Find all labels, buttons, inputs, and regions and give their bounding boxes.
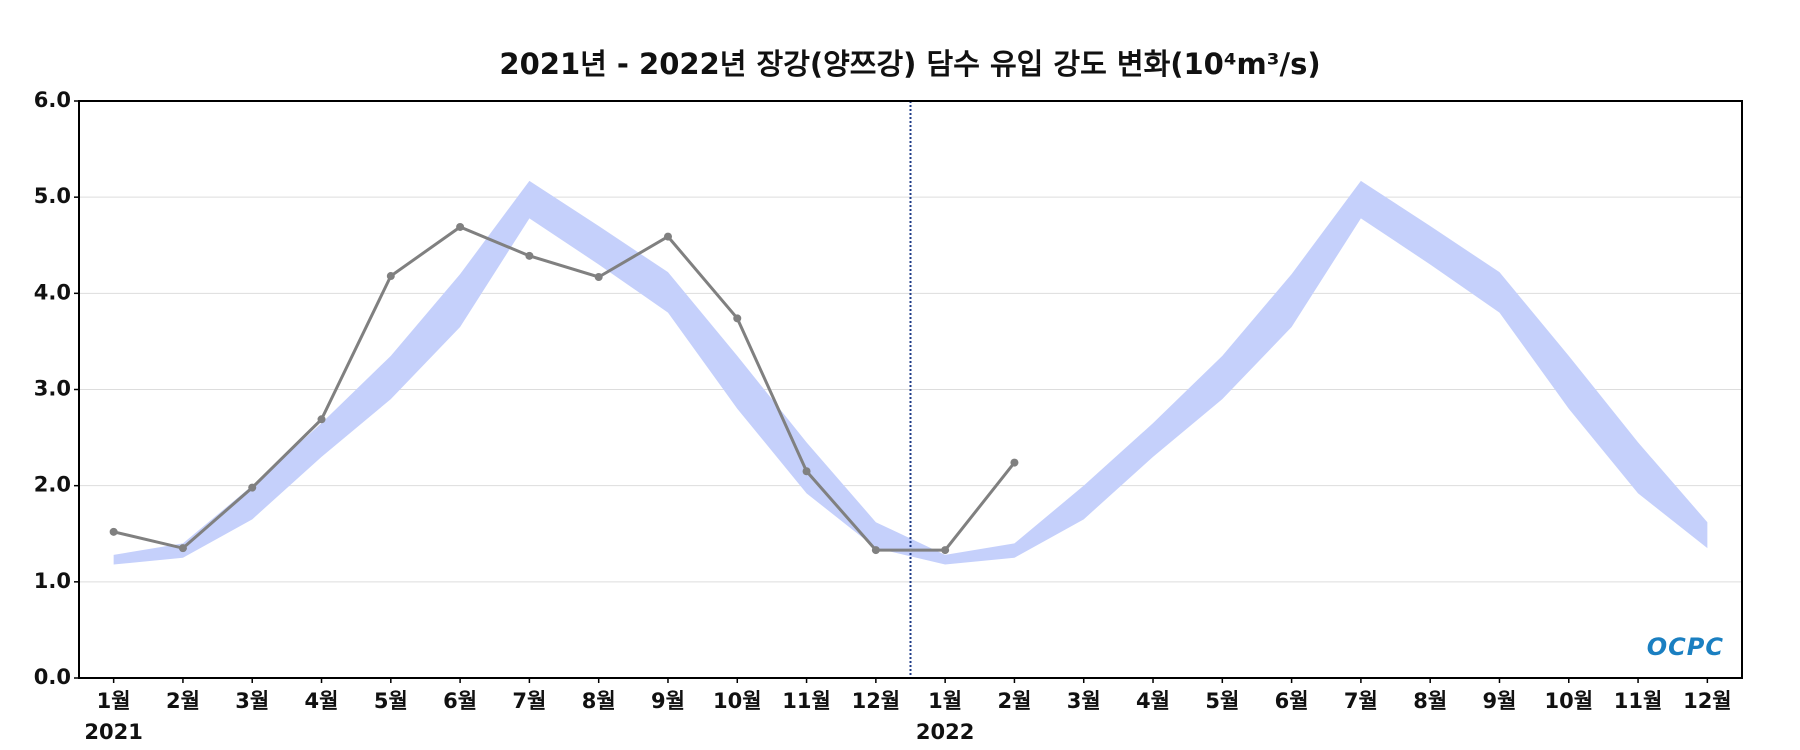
series-point xyxy=(317,415,326,424)
y-tick-label: 6.0 xyxy=(34,88,71,112)
x-tick-label: 7월 xyxy=(512,689,546,713)
series-point xyxy=(178,544,187,553)
x-tick-label: 9월 xyxy=(1483,689,1517,713)
x-tick-label: 4월 xyxy=(305,689,339,713)
y-tick-label: 1.0 xyxy=(34,569,71,593)
x-tick-label: 4월 xyxy=(1136,689,1170,713)
series-point xyxy=(386,272,395,281)
x-tick-label: 1월 xyxy=(928,689,962,713)
x-tick-label: 2월 xyxy=(166,689,200,713)
x-tick-label: 7월 xyxy=(1344,689,1378,713)
series-point xyxy=(941,546,950,555)
year-label: 2022 xyxy=(916,720,974,744)
series-point xyxy=(1010,458,1019,467)
x-tick-label: 5월 xyxy=(374,689,408,713)
series-point xyxy=(109,527,118,536)
series-point xyxy=(594,272,603,281)
climatology-band xyxy=(113,180,1708,565)
x-tick-label: 10월 xyxy=(713,689,762,713)
chart-title: 2021년 - 2022년 장강(양쯔강) 담수 유입 강도 변화(10⁴m³/… xyxy=(499,47,1320,81)
x-tick-label: 8월 xyxy=(582,689,616,713)
series-line xyxy=(113,225,1016,552)
y-tick-label: 3.0 xyxy=(34,377,71,401)
x-tick-label: 10월 xyxy=(1544,689,1593,713)
series-point xyxy=(802,467,811,476)
y-tick-label: 4.0 xyxy=(34,280,71,304)
x-tick-label: 11월 xyxy=(1614,689,1663,713)
x-tick-label: 11월 xyxy=(782,689,831,713)
y-tick-label: 5.0 xyxy=(34,184,71,208)
series-point xyxy=(663,232,672,241)
x-tick-label: 2월 xyxy=(997,689,1031,713)
year-label: 2021 xyxy=(84,720,142,744)
x-tick-label: 1월 xyxy=(97,689,131,713)
series-point xyxy=(456,222,465,231)
x-tick-label: 3월 xyxy=(235,689,269,713)
x-tick-label: 5월 xyxy=(1205,689,1239,713)
x-tick-label: 6월 xyxy=(1275,689,1309,713)
series-point xyxy=(871,546,880,555)
x-tick-label: 3월 xyxy=(1067,689,1101,713)
y-tick-label: 0.0 xyxy=(34,665,71,689)
logo: OCPC xyxy=(1647,633,1724,661)
x-tick-label: 9월 xyxy=(651,689,685,713)
series-point xyxy=(525,251,534,260)
x-tick-label: 12월 xyxy=(852,689,901,713)
series-point xyxy=(248,483,257,492)
x-tick-label: 12월 xyxy=(1683,689,1732,713)
series-point xyxy=(733,314,742,323)
x-tick-label: 6월 xyxy=(443,689,477,713)
plot-frame xyxy=(78,100,1743,679)
y-tick-label: 2.0 xyxy=(34,473,71,497)
x-tick-label: 8월 xyxy=(1413,689,1447,713)
